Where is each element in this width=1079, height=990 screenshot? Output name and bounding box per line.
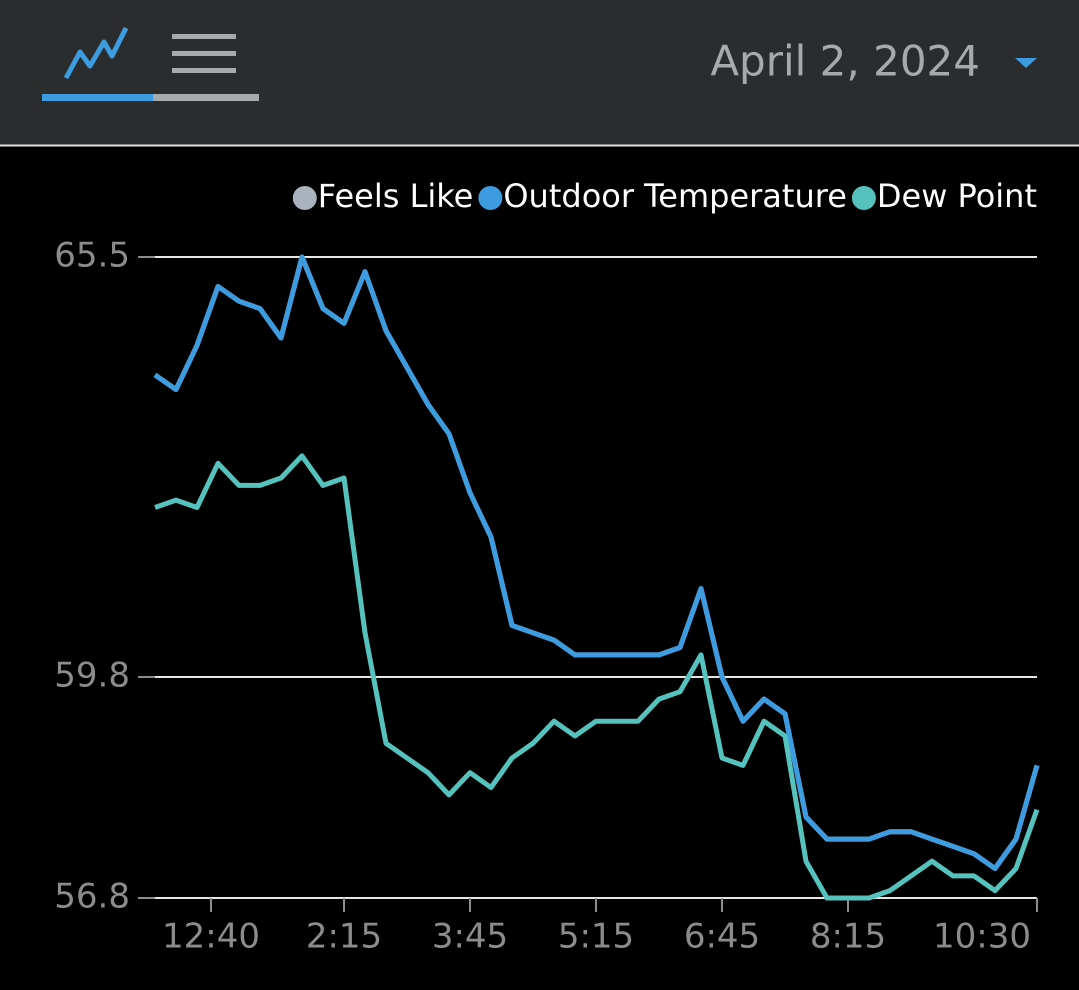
x-tick-label: 5:15 [558,917,634,957]
y-tick-label: 56.8 [54,877,130,917]
menu-line [172,51,236,56]
chart-tab[interactable] [42,26,153,101]
x-tick-label: 8:15 [810,917,886,957]
tab-indicator [42,94,153,101]
menu-line [172,34,236,39]
x-tick-label: 3:45 [432,917,508,957]
tab-indicator [153,94,259,101]
series-line [154,453,1040,901]
y-tick-label: 59.8 [54,655,130,695]
plot: 56.8 59.8 65.5 12:40 2:15 3:45 5:15 6:45 8:15 10:… [54,177,1040,957]
legend-swatch [851,186,876,210]
legend-swatch [478,186,503,210]
series-line [153,254,1040,871]
x-tick-label: 12:40 [162,917,260,957]
chart-icon [63,26,129,80]
legend-label: Dew Point [877,177,1037,215]
list-tab[interactable] [153,34,259,101]
y-tick-label: 65.5 [54,236,130,276]
series-line [153,254,1040,871]
x-tick-label: 6:45 [684,917,760,957]
legend-label: Outdoor Temperature [503,177,847,215]
date-label: April 2, 2024 [710,37,980,86]
dropdown-arrow [1015,58,1037,68]
legend-label: Feels Like [318,177,474,215]
menu-line [172,68,236,73]
legend-swatch [292,186,317,210]
x-tick-label: 2:15 [306,917,382,957]
date-picker[interactable]: April 2, 2024 [710,37,1037,86]
x-tick-label: 10:30 [933,917,1031,957]
